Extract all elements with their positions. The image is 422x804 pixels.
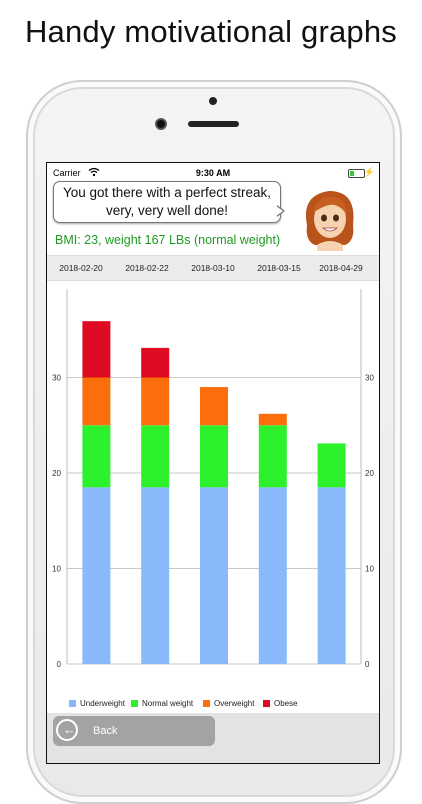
legend-label: Underweight bbox=[80, 699, 125, 708]
legend-swatch-overweight bbox=[203, 700, 210, 707]
bar-segment-normal bbox=[317, 443, 346, 488]
bar-segment-underweight bbox=[82, 487, 111, 664]
legend-label: Obese bbox=[274, 699, 298, 708]
date-label: 2018-04-29 bbox=[319, 263, 363, 273]
y-tick-label-left: 30 bbox=[52, 374, 61, 383]
bmi-stacked-bar-chart: 0 0 10 10 20 20 30 30 bbox=[52, 289, 374, 669]
y-tick-label-left: 0 bbox=[57, 660, 62, 669]
front-camera bbox=[155, 118, 167, 130]
y-tick-label-right: 20 bbox=[365, 469, 374, 478]
bar-segment-normal bbox=[82, 425, 111, 488]
app-screen: Carrier 9:30 AM ⚡ You got there with a p… bbox=[46, 162, 380, 764]
status-time: 9:30 AM bbox=[195, 168, 231, 178]
bar-segment-normal bbox=[258, 425, 287, 488]
date-label: 2018-03-10 bbox=[191, 263, 235, 273]
legend-swatch-obese bbox=[263, 700, 270, 707]
bar-segment-underweight bbox=[258, 487, 287, 664]
charging-icon: ⚡ bbox=[363, 167, 375, 177]
bar-segment-overweight bbox=[258, 413, 287, 426]
bar-segment-overweight bbox=[200, 387, 228, 426]
bar-segment-obese bbox=[82, 321, 111, 378]
date-label: 2018-03-15 bbox=[257, 263, 301, 273]
speech-line-1: You got there with a perfect streak, bbox=[62, 185, 272, 200]
status-bar: Carrier 9:30 AM ⚡ bbox=[47, 163, 379, 183]
front-sensor bbox=[209, 97, 217, 105]
speech-bubble: You got there with a perfect streak, ver… bbox=[53, 181, 281, 223]
date-label: 2018-02-22 bbox=[125, 263, 169, 273]
bar-segment-normal bbox=[141, 425, 170, 488]
legend-swatch-underweight bbox=[69, 700, 76, 707]
legend-swatch-normal bbox=[131, 700, 138, 707]
bar-segment-obese bbox=[141, 347, 170, 378]
speech-line-2: very, very well done! bbox=[105, 203, 229, 218]
bottom-toolbar: ← Back bbox=[47, 713, 379, 763]
speech-tail-inner bbox=[276, 206, 283, 216]
coach-avatar bbox=[305, 191, 354, 251]
bar-segment-underweight bbox=[141, 487, 170, 664]
date-header: 2018-02-20 2018-02-22 2018-03-10 2018-03… bbox=[47, 255, 379, 281]
bar-segment-underweight bbox=[200, 487, 228, 664]
y-tick-label-left: 20 bbox=[52, 469, 61, 478]
y-tick-label-right: 0 bbox=[365, 660, 370, 669]
bar-segment-overweight bbox=[82, 377, 111, 426]
promo-title: Handy motivational graphs bbox=[24, 14, 398, 49]
y-tick-label-right: 10 bbox=[365, 565, 374, 574]
back-label: Back bbox=[93, 725, 118, 737]
battery-icon bbox=[348, 169, 365, 178]
bar-segment-normal bbox=[200, 425, 228, 488]
bmi-summary: BMI: 23, weight 167 LBs (normal weight) bbox=[55, 233, 281, 247]
back-arrow-icon: ← bbox=[56, 719, 78, 741]
legend-label: Overweight bbox=[214, 699, 255, 708]
bar-segment-underweight bbox=[317, 487, 346, 664]
chart-legend: Underweight Normal weight Overweight Obe… bbox=[67, 699, 367, 711]
legend-item: Underweight bbox=[69, 699, 125, 708]
date-label: 2018-02-20 bbox=[59, 263, 103, 273]
wifi-icon bbox=[88, 167, 100, 177]
legend-item: Obese bbox=[263, 699, 298, 708]
y-tick-label-right: 30 bbox=[365, 374, 374, 383]
carrier-label: Carrier bbox=[53, 168, 81, 178]
back-button[interactable]: ← Back bbox=[53, 716, 215, 746]
earpiece-speaker bbox=[188, 121, 239, 127]
bar-segment-overweight bbox=[141, 377, 170, 426]
legend-label: Normal weight bbox=[142, 699, 194, 708]
legend-item: Overweight bbox=[203, 699, 254, 708]
legend-item: Normal weight bbox=[131, 699, 193, 708]
y-tick-label-left: 10 bbox=[52, 565, 61, 574]
